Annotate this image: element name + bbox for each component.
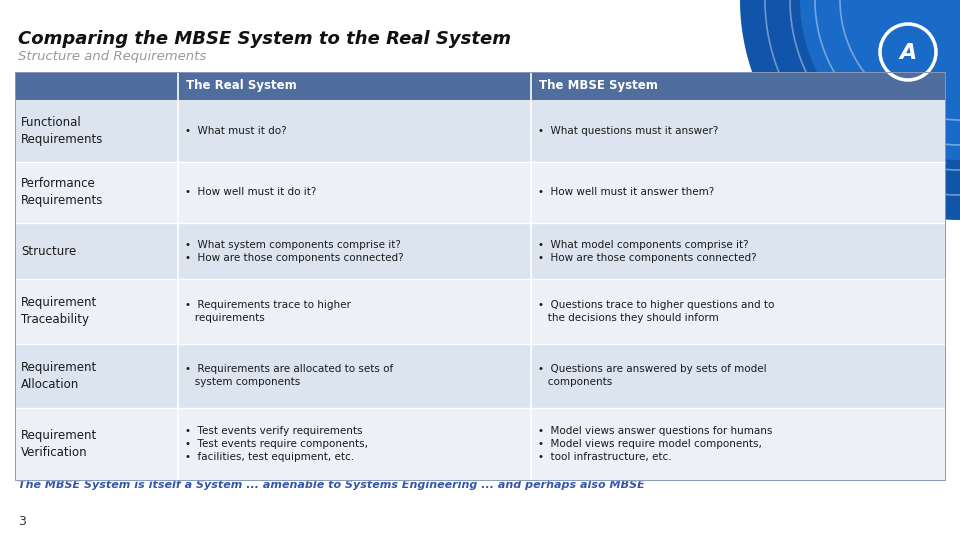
Text: •  Test events verify requirements
•  Test events require components,
•  facilit: • Test events verify requirements • Test…: [184, 426, 368, 462]
Text: •  Requirements are allocated to sets of
   system components: • Requirements are allocated to sets of …: [184, 364, 393, 387]
Text: Performance
Requirements: Performance Requirements: [21, 177, 104, 207]
Text: •  What system components comprise it?
•  How are those components connected?: • What system components comprise it? • …: [184, 240, 403, 263]
Text: The MBSE System: The MBSE System: [540, 79, 658, 92]
Text: 3: 3: [18, 515, 26, 528]
Bar: [15, 279, 945, 343]
Text: •  How well must it do it?: • How well must it do it?: [184, 187, 316, 197]
Bar: [15, 72, 945, 480]
PathPatch shape: [800, 0, 960, 160]
Text: Requirement
Allocation: Requirement Allocation: [21, 361, 97, 390]
Bar: [15, 343, 945, 408]
Text: •  Model views answer questions for humans
•  Model views require model componen: • Model views answer questions for human…: [539, 426, 773, 462]
Text: A: A: [900, 43, 917, 63]
Text: •  Questions are answered by sets of model
   components: • Questions are answered by sets of mode…: [539, 364, 767, 387]
Text: The MBSE System is itself a System ... amenable to Systems Engineering ... and p: The MBSE System is itself a System ... a…: [18, 480, 645, 490]
Text: Requirement
Verification: Requirement Verification: [21, 429, 97, 459]
Text: Structure: Structure: [21, 245, 76, 258]
Bar: [15, 100, 945, 161]
Text: Structure and Requirements: Structure and Requirements: [18, 50, 206, 63]
Bar: [15, 223, 945, 279]
Bar: [15, 72, 945, 100]
Text: Functional
Requirements: Functional Requirements: [21, 116, 104, 146]
Text: •  How well must it answer them?: • How well must it answer them?: [539, 187, 714, 197]
Text: Requirement
Traceability: Requirement Traceability: [21, 296, 97, 326]
PathPatch shape: [740, 0, 960, 220]
Text: The Real System: The Real System: [185, 79, 297, 92]
Text: •  Questions trace to higher questions and to
   the decisions they should infor: • Questions trace to higher questions an…: [539, 300, 775, 323]
Text: •  Requirements trace to higher
   requirements: • Requirements trace to higher requireme…: [184, 300, 350, 323]
Text: •  What questions must it answer?: • What questions must it answer?: [539, 126, 718, 136]
Bar: [15, 161, 945, 223]
Bar: [15, 408, 945, 480]
Text: Comparing the MBSE System to the Real System: Comparing the MBSE System to the Real Sy…: [18, 30, 511, 48]
Text: •  What must it do?: • What must it do?: [184, 126, 286, 136]
Text: •  What model components comprise it?
•  How are those components connected?: • What model components comprise it? • H…: [539, 240, 756, 263]
